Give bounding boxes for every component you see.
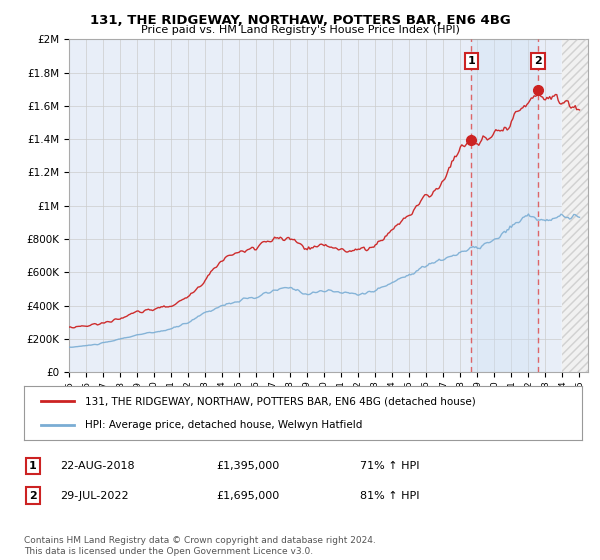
Text: 71% ↑ HPI: 71% ↑ HPI xyxy=(360,461,419,471)
Text: £1,695,000: £1,695,000 xyxy=(216,491,279,501)
Text: 131, THE RIDGEWAY, NORTHAW, POTTERS BAR, EN6 4BG (detached house): 131, THE RIDGEWAY, NORTHAW, POTTERS BAR,… xyxy=(85,396,476,407)
Text: Contains HM Land Registry data © Crown copyright and database right 2024.
This d: Contains HM Land Registry data © Crown c… xyxy=(24,536,376,556)
Text: 2: 2 xyxy=(29,491,37,501)
Bar xyxy=(562,39,588,372)
Text: 2: 2 xyxy=(534,56,542,66)
Text: Price paid vs. HM Land Registry's House Price Index (HPI): Price paid vs. HM Land Registry's House … xyxy=(140,25,460,35)
Bar xyxy=(562,39,588,372)
Bar xyxy=(471,39,538,372)
Text: 131, THE RIDGEWAY, NORTHAW, POTTERS BAR, EN6 4BG: 131, THE RIDGEWAY, NORTHAW, POTTERS BAR,… xyxy=(89,14,511,27)
Text: £1,395,000: £1,395,000 xyxy=(216,461,279,471)
Text: 1: 1 xyxy=(467,56,475,66)
Bar xyxy=(562,39,588,372)
Text: 1: 1 xyxy=(29,461,37,471)
Text: 22-AUG-2018: 22-AUG-2018 xyxy=(60,461,134,471)
Text: 29-JUL-2022: 29-JUL-2022 xyxy=(60,491,128,501)
Text: HPI: Average price, detached house, Welwyn Hatfield: HPI: Average price, detached house, Welw… xyxy=(85,419,363,430)
Text: 81% ↑ HPI: 81% ↑ HPI xyxy=(360,491,419,501)
